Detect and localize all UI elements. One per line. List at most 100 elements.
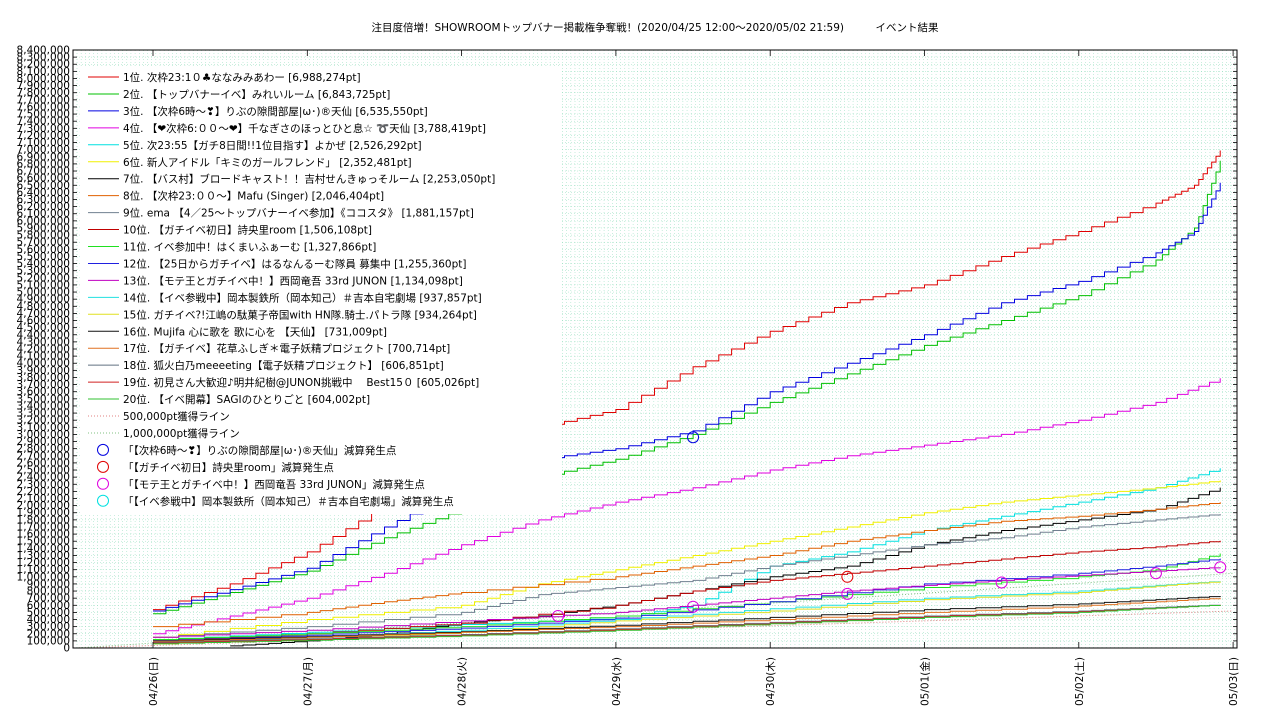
y-tick-label: 2,600,000	[17, 457, 70, 469]
series-line	[153, 604, 1221, 643]
legend-label: 2位. 【トップバナーイベ】みれいルーム [6,843,725pt]	[123, 88, 390, 101]
legend-label: 3位. 【次枠6時〜❣】りぶの隙間部屋|ω･)®天仙 [6,535,550pt]	[123, 105, 428, 118]
series-line	[153, 605, 1221, 645]
y-tick-label: 6,500,000	[17, 180, 70, 192]
y-tick-label: 6,300,000	[17, 194, 70, 206]
y-tick-label: 3,700,000	[17, 379, 70, 391]
y-axis: 0100,000200,000300,000400,000500,000600,…	[17, 45, 1237, 655]
x-tick-label: 04/26(日)	[148, 657, 160, 706]
x-axis: 04/26(日) 04/27(月) 04/28(火) 04/29(水) 04/30(木)…	[148, 50, 1240, 706]
y-tick-label: 8,400,000	[17, 45, 70, 57]
legend-label: 10位. 【ガチイベ初日】詩央里room [1,506,108pt]	[123, 224, 372, 237]
y-tick-label: 400,000	[27, 614, 70, 626]
legend-label: 1位. 次枠23:1０♣ななみみあわー [6,988,274pt]	[123, 71, 361, 84]
legend-marker	[97, 443, 109, 456]
legend-label: 20位. 【イベ開幕】SAGIのひとりごと [604,002pt]	[123, 393, 370, 406]
reference-line	[75, 572, 1234, 649]
y-tick-label: 6,000,000	[17, 215, 70, 227]
y-tick-label: 700,000	[27, 593, 70, 605]
y-tick-label: 5,700,000	[17, 237, 70, 249]
marker-point	[1214, 561, 1227, 574]
y-tick-label: 5,600,000	[17, 244, 70, 256]
legend-label: 15位. ガチイベ?!江嶋の駄菓子帝国with HN隊.騎士.パトラ隊 [934…	[123, 308, 477, 321]
y-tick-label: 7,600,000	[17, 101, 70, 113]
chart-title: 注目度倍増！SHOWROOMトップバナー掲載権争奪戦！(2020/04/25 1…	[371, 21, 939, 34]
legend-label: 「【イベ参戦中】岡本製鉄所（岡本知己）＃吉本自宅劇場」減算発生点	[123, 495, 454, 508]
series-line	[153, 596, 1221, 642]
legend-label: 9位. ema 【4／25〜トップバナーイベ参加】《ココスタ》 [1,881,1…	[123, 207, 474, 220]
y-tick-label: 1,400,000	[17, 543, 70, 555]
y-tick-label: 900,000	[27, 578, 70, 590]
y-tick-label: 1,800,000	[17, 514, 70, 526]
y-tick-label: 7,000,000	[17, 144, 70, 156]
series-line	[153, 540, 1221, 642]
legend-marker	[97, 494, 109, 507]
y-tick-label: 200,000	[27, 628, 70, 640]
y-tick-label: 4,600,000	[17, 315, 70, 327]
y-tick-label: 1,900,000	[17, 507, 70, 519]
y-tick-label: 6,600,000	[17, 173, 70, 185]
y-tick-label: 7,300,000	[17, 123, 70, 135]
y-tick-label: 3,900,000	[17, 365, 70, 377]
series-line	[153, 598, 1221, 643]
legend-label: 4位. 【❤次枠6:００〜❤】千なぎさのほっとひと息☆ ➰天仙 [3,788,4…	[123, 122, 486, 135]
y-tick-label: 5,800,000	[17, 230, 70, 242]
legend-box	[80, 66, 562, 514]
legend-label: 13位. 【モテ王とガチイベ中！】西岡竜吾 33rd JUNON [1,134,…	[123, 274, 463, 287]
series-line	[153, 182, 1221, 612]
legend-label: 5位. 次23:55【ガチ8日間!!1位目指す】よかぜ [2,526,292pt…	[123, 139, 422, 152]
y-tick-label: 2,500,000	[17, 465, 70, 477]
marker-point	[841, 570, 854, 583]
y-tick-label: 1,300,000	[17, 550, 70, 562]
legend-label: 7位. 【バス村】ブロードキャスト！！吉村せんきゅっそルーム [2,253,05…	[123, 173, 495, 186]
y-tick-label: 1,600,000	[17, 529, 70, 541]
y-tick-label: 5,100,000	[17, 279, 70, 291]
y-tick-label: 3,500,000	[17, 393, 70, 405]
y-tick-label: 1,700,000	[17, 521, 70, 533]
y-tick-label: 7,800,000	[17, 87, 70, 99]
x-tick-label: 05/03(日)	[1228, 657, 1240, 706]
y-tick-label: 2,200,000	[17, 486, 70, 498]
y-tick-label: 6,700,000	[17, 166, 70, 178]
y-tick-label: 5,900,000	[17, 222, 70, 234]
y-tick-label: 2,100,000	[17, 493, 70, 505]
y-tick-label: 6,800,000	[17, 158, 70, 170]
y-tick-label: 7,400,000	[17, 116, 70, 128]
y-tick-label: 8,200,000	[17, 59, 70, 71]
y-tick-label: 7,900,000	[17, 80, 70, 92]
marker-point	[687, 431, 700, 444]
marker-point	[687, 600, 700, 613]
y-tick-label: 4,300,000	[17, 336, 70, 348]
y-tick-label: 4,400,000	[17, 329, 70, 341]
marker-point	[552, 609, 565, 622]
y-tick-label: 2,800,000	[17, 443, 70, 455]
legend-label: 「【モテ王とガチイベ中！】西岡竜吾 33rd JUNON」減算発生点	[123, 478, 425, 491]
series-line	[153, 150, 1221, 611]
y-tick-label: 6,100,000	[17, 208, 70, 220]
legend-label: 「【次枠6時〜❣】りぶの隙間部屋|ω･)®天仙」減算発生点	[123, 444, 396, 457]
y-tick-label: 4,200,000	[17, 344, 70, 356]
legend-label: 18位. 狐火白乃meeeeting【電子妖精プロジェクト】 [606,851p…	[123, 359, 444, 372]
y-tick-label: 7,200,000	[17, 130, 70, 142]
legend: 1位. 次枠23:1０♣ななみみあわー [6,988,274pt] 2位. 【トッ…	[80, 66, 562, 514]
y-tick-label: 8,300,000	[17, 52, 70, 64]
y-tick-label: 500,000	[27, 607, 70, 619]
y-tick-label: 4,900,000	[17, 294, 70, 306]
y-tick-label: 1,000,000	[17, 571, 70, 583]
legend-label: 19位. 初見さん大歓迎♪明井紀樹@JUNON挑戦中 Best15０ [605,…	[123, 376, 479, 389]
legend-label: 16位. Mujifa 心に歌を 歌に心を 【天仙】 [731,009pt]	[123, 325, 387, 338]
y-tick-label: 4,000,000	[17, 358, 70, 370]
x-tick-label: 04/27(月)	[302, 657, 314, 706]
legend-label: 6位. 新人アイドル「キミのガールフレンド」 [2,352,481pt]	[123, 156, 412, 169]
x-tick-label: 04/28(火)	[457, 657, 469, 706]
y-tick-label: 1,100,000	[17, 564, 70, 576]
y-tick-label: 100,000	[27, 635, 70, 647]
y-tick-label: 4,800,000	[17, 301, 70, 313]
y-tick-label: 5,300,000	[17, 265, 70, 277]
y-tick-label: 3,000,000	[17, 429, 70, 441]
y-tick-label: 300,000	[27, 621, 70, 633]
y-tick-label: 6,200,000	[17, 201, 70, 213]
marker-layer	[552, 431, 1227, 622]
y-tick-label: 4,100,000	[17, 351, 70, 363]
